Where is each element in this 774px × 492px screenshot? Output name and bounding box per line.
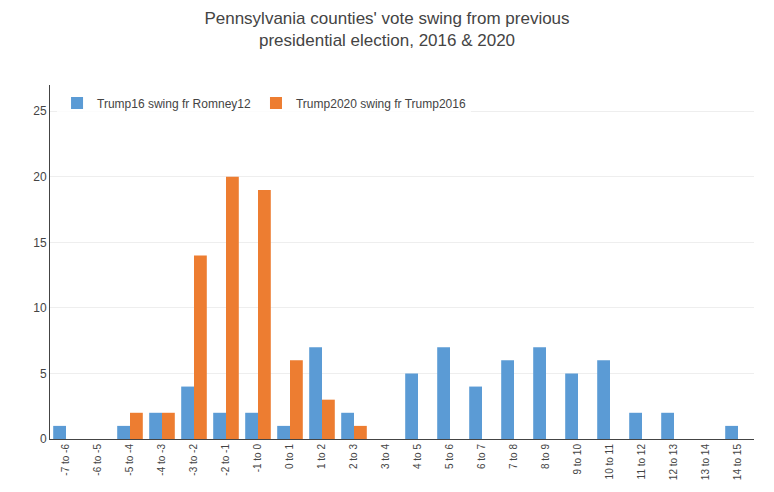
svg-text:15: 15 bbox=[33, 236, 47, 250]
svg-text:4 to 5: 4 to 5 bbox=[412, 444, 423, 469]
svg-text:10 to 11: 10 to 11 bbox=[604, 444, 615, 480]
svg-text:11 to 12: 11 to 12 bbox=[636, 444, 647, 480]
svg-text:12 to 13: 12 to 13 bbox=[668, 444, 679, 481]
svg-text:7 to 8: 7 to 8 bbox=[508, 444, 519, 469]
svg-text:0: 0 bbox=[40, 432, 47, 446]
svg-text:-4 to -3: -4 to -3 bbox=[156, 444, 167, 476]
svg-text:8 to 9: 8 to 9 bbox=[540, 444, 551, 469]
svg-text:Trump16 swing fr Romney12: Trump16 swing fr Romney12 bbox=[97, 97, 251, 111]
svg-text:14 to 15: 14 to 15 bbox=[732, 444, 743, 481]
svg-text:Trump2020 swing fr Trump2016: Trump2020 swing fr Trump2016 bbox=[296, 97, 466, 111]
svg-text:0 to 1: 0 to 1 bbox=[284, 444, 295, 469]
svg-text:1 to 2: 1 to 2 bbox=[316, 444, 327, 469]
svg-text:13 to 14: 13 to 14 bbox=[700, 444, 711, 481]
svg-text:-5 to -4: -5 to -4 bbox=[124, 444, 135, 476]
svg-text:6 to 7: 6 to 7 bbox=[476, 444, 487, 469]
svg-text:-6 to -5: -6 to -5 bbox=[92, 444, 103, 476]
svg-text:-7 to -6: -7 to -6 bbox=[60, 444, 71, 476]
svg-text:3 to 4: 3 to 4 bbox=[380, 444, 391, 469]
svg-text:-2 to -1: -2 to -1 bbox=[220, 444, 231, 476]
svg-text:-1 to 0: -1 to 0 bbox=[252, 444, 263, 473]
svg-text:-3 to -2: -3 to -2 bbox=[188, 444, 199, 476]
svg-text:20: 20 bbox=[33, 170, 47, 184]
svg-text:Pennsylvania counties' vote sw: Pennsylvania counties' vote swing from p… bbox=[204, 9, 569, 50]
svg-text:9 to 10: 9 to 10 bbox=[572, 444, 583, 475]
svg-text:5: 5 bbox=[40, 367, 47, 381]
svg-text:5 to 6: 5 to 6 bbox=[444, 444, 455, 469]
svg-text:10: 10 bbox=[33, 301, 47, 315]
svg-text:2 to 3: 2 to 3 bbox=[348, 444, 359, 469]
svg-text:25: 25 bbox=[33, 104, 47, 118]
